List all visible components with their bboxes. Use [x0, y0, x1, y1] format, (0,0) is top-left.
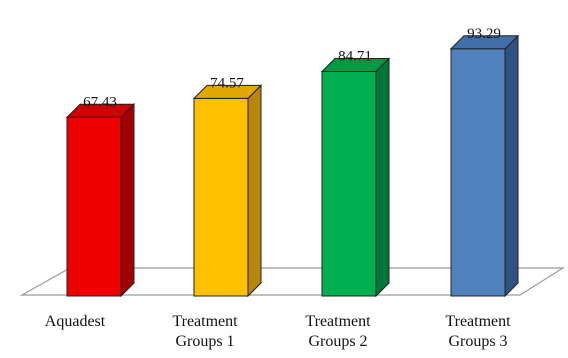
category-label-3-line-1: Treatment	[305, 313, 371, 330]
bar-front	[450, 48, 506, 297]
category-label-3-line-2: Groups 2	[308, 333, 367, 350]
bar-top	[192, 84, 263, 99]
bar-3	[320, 57, 391, 298]
bar-side	[120, 103, 135, 298]
category-label-4-line-1: Treatment	[445, 313, 511, 330]
bar-side	[504, 34, 519, 298]
bar-front	[66, 116, 122, 297]
bar-top	[320, 58, 391, 73]
bar-front	[193, 97, 249, 297]
value-label-4: 93.29	[467, 26, 501, 42]
category-label-4-line-2: Groups 3	[448, 333, 507, 350]
category-label-2-line-1: Treatment	[172, 313, 238, 330]
bar-2	[192, 84, 263, 298]
bar-top	[65, 103, 136, 118]
bar-4	[449, 34, 520, 298]
value-label-2: 74.57	[210, 75, 244, 91]
category-label-2-line-2: Groups 1	[175, 333, 234, 350]
value-labels: 67.43 74.57 84.71 93.29	[83, 26, 501, 111]
bar-top	[449, 35, 520, 50]
bars	[65, 34, 520, 298]
value-label-3: 84.71	[338, 49, 372, 65]
value-label-1: 67.43	[83, 94, 117, 110]
category-labels: Aquadest Treatment Groups 1 Treatment Groups…	[45, 313, 511, 350]
bar-side	[375, 57, 390, 298]
bar-front	[321, 71, 377, 297]
bar-side	[247, 84, 262, 298]
bar-1	[65, 103, 136, 298]
category-label-1-line-1: Aquadest	[45, 313, 106, 330]
